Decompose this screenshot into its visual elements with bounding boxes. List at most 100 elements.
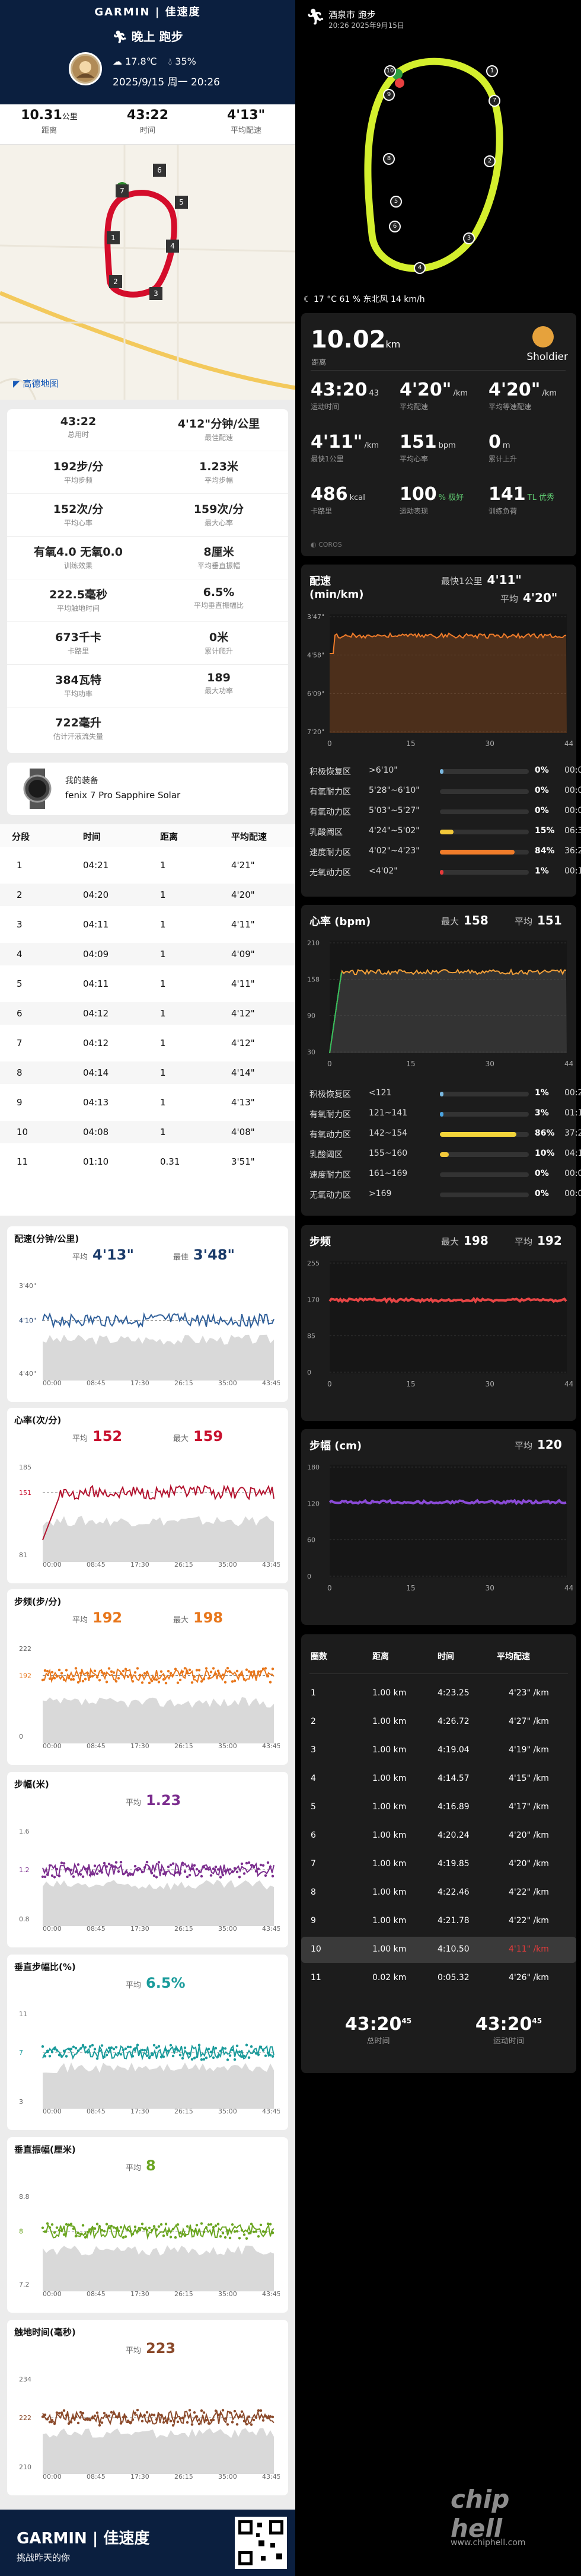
map-marker[interactable]: 1 — [107, 231, 120, 244]
map-marker[interactable]: 3 — [463, 232, 475, 244]
qr-code[interactable] — [235, 2517, 287, 2569]
table-cell: 4 — [17, 949, 23, 959]
x-tick-label: 30 — [486, 1584, 494, 1592]
map-marker[interactable]: 7 — [489, 95, 500, 107]
table-cell: 1 — [160, 1067, 166, 1078]
elevation-area — [43, 2428, 274, 2474]
data-point — [212, 1867, 215, 1870]
table-row[interactable]: 1 1.00 km 4:23.25 4'23" /km — [301, 1681, 576, 1707]
map-marker[interactable]: 2 — [484, 155, 496, 167]
data-point — [152, 2043, 156, 2047]
table-row[interactable]: 6 1.00 km 4:20.24 4'20" /km — [301, 1823, 576, 1849]
table-row[interactable]: 7 04:12 1 4'12" — [0, 1032, 295, 1054]
x-tick-label: 35:00 — [218, 1561, 237, 1568]
table-row[interactable]: 2 04:20 1 4'20" — [0, 884, 295, 906]
laps-header-cell: 距离 — [372, 1652, 389, 1662]
route-map[interactable]: 7 6 5 1 4 2 3 ◤ 高德地图 — [0, 145, 295, 400]
table-cell: 4:26.72 — [438, 1717, 470, 1726]
table-row[interactable]: 8 04:14 1 4'14" — [0, 1061, 295, 1084]
table-row[interactable]: 4 1.00 km 4:14.57 4'15" /km — [301, 1766, 576, 1792]
map-marker[interactable]: 7 — [116, 184, 129, 197]
data-point — [207, 1868, 210, 1871]
data-point — [43, 1875, 47, 1879]
table-row[interactable]: 5 1.00 km 4:16.89 4'17" /km — [301, 1794, 576, 1821]
data-point — [245, 2237, 248, 2240]
table-row[interactable]: 3 1.00 km 4:19.04 4'19" /km — [301, 1737, 576, 1764]
map-marker[interactable]: 3 — [149, 287, 162, 300]
metric-chart: 222 192 0 00:00 08:45 17:30 26:15 35:00 43:45 — [19, 1645, 280, 1749]
data-point — [190, 2423, 194, 2426]
map-marker[interactable]: 8 — [383, 153, 395, 165]
stat-item: 384瓦特 平均功率 — [7, 671, 288, 707]
table-row[interactable]: 8 1.00 km 4:22.46 4'22" /km — [301, 1880, 576, 1906]
y-tick-label: 120 — [307, 1500, 320, 1507]
data-point — [124, 1668, 127, 1670]
table-cell: 1 — [311, 1688, 316, 1698]
data-point — [176, 2420, 180, 2424]
data-point — [41, 1875, 44, 1878]
map-marker[interactable]: 2 — [109, 275, 122, 288]
right-distance: 10.02km — [311, 326, 401, 353]
x-tick-label: 43:45 — [262, 1925, 280, 1932]
data-point — [126, 1874, 130, 1877]
table-row[interactable]: 11 01:10 0.31 3'51" — [0, 1150, 295, 1173]
map-marker[interactable]: 4 — [166, 240, 179, 253]
user-badge-icon[interactable] — [532, 326, 554, 347]
right-route-map[interactable] — [295, 36, 581, 285]
table-row[interactable]: 7 1.00 km 4:19.85 4'20" /km — [301, 1851, 576, 1877]
metric-chart: 8.8 8 7.2 00:00 08:45 17:30 26:15 35:00 43:45 — [19, 2193, 280, 2297]
data-point — [183, 1667, 187, 1670]
table-row[interactable]: 10 1.00 km 4:10.50 4'11" /km — [301, 1937, 576, 1963]
chart-title: 步幅(米) — [14, 1779, 49, 1790]
data-point — [250, 2045, 253, 2048]
table-cell: 1.00 km — [372, 1774, 407, 1783]
map-marker[interactable]: 1 — [486, 65, 498, 77]
data-point — [84, 1678, 87, 1681]
data-point — [186, 1875, 189, 1879]
data-point — [50, 1670, 54, 1674]
table-row[interactable]: 2 1.00 km 4:26.72 4'27" /km — [301, 1709, 576, 1735]
table-cell: 4'12" — [231, 1008, 255, 1019]
x-tick-label: 17:30 — [130, 2108, 149, 2115]
map-marker[interactable]: 5 — [390, 196, 402, 208]
map-marker[interactable]: 6 — [389, 221, 401, 232]
table-cell: 2 — [17, 890, 23, 900]
table-row[interactable]: 5 04:11 1 4'11" — [0, 973, 295, 995]
x-tick-label: 35:00 — [218, 2473, 237, 2480]
table-cell: 10 — [17, 1127, 28, 1137]
data-point — [171, 2424, 175, 2427]
data-point — [84, 2046, 87, 2049]
map-marker[interactable]: 10 — [384, 65, 396, 77]
table-row[interactable]: 4 04:09 1 4'09" — [0, 943, 295, 965]
activity-header: GARMIN | 佳速度 🏃︎ 晚上 跑步 ☁ 17.8℃ 💧︎ 35% 202… — [0, 0, 295, 104]
table-row[interactable]: 9 1.00 km 4:21.78 4'22" /km — [301, 1908, 576, 1934]
data-point — [193, 2411, 196, 2414]
map-marker[interactable]: 4 — [414, 262, 426, 274]
map-marker[interactable]: 6 — [153, 164, 166, 177]
device-card[interactable]: 我的装备 fenix 7 Pro Sapphire Solar — [7, 763, 288, 815]
data-point — [266, 1861, 270, 1864]
avatar[interactable] — [69, 52, 102, 85]
data-point — [245, 1861, 248, 1865]
data-point — [216, 2223, 220, 2226]
table-row[interactable]: 11 0.02 km 0:05.32 4'26" /km — [301, 1965, 576, 1991]
table-cell: 04:21 — [83, 860, 109, 871]
series-line — [42, 2043, 274, 2061]
data-point — [103, 2412, 106, 2415]
table-row[interactable]: 6 04:12 1 4'12" — [0, 1002, 295, 1025]
data-point — [228, 1868, 232, 1871]
table-row[interactable]: 3 04:11 1 4'11" — [0, 913, 295, 936]
table-row[interactable]: 9 04:13 1 4'13" — [0, 1091, 295, 1114]
data-point — [105, 2054, 108, 2057]
data-point — [214, 1866, 218, 1869]
table-row[interactable]: 10 04:08 1 4'08" — [0, 1121, 295, 1143]
data-point — [148, 1681, 151, 1685]
table-row[interactable]: 1 04:21 1 4'21" — [0, 854, 295, 876]
data-point — [235, 2230, 239, 2233]
activity-datetime: 2025/9/15 周一 20:26 — [113, 76, 220, 88]
map-marker[interactable]: 5 — [175, 196, 188, 209]
elevation-area — [43, 2245, 274, 2291]
map-marker[interactable]: 9 — [383, 89, 395, 101]
